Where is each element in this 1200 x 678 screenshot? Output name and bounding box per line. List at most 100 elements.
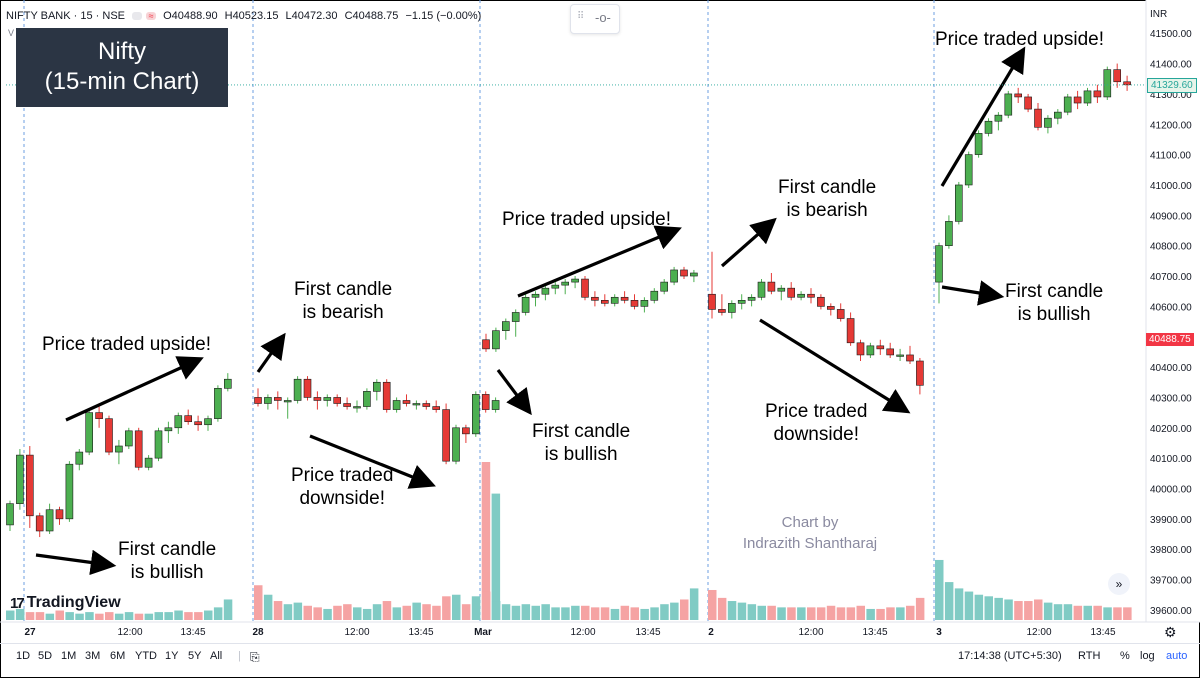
candle-body — [876, 345, 885, 350]
candle-body — [313, 397, 322, 401]
volume-bar — [45, 613, 55, 620]
candle-body — [718, 309, 726, 313]
candle-body — [353, 406, 361, 409]
candle-body — [1024, 96, 1032, 110]
candle-body — [1103, 69, 1112, 98]
time-tick-label: 27 — [24, 627, 36, 638]
volume-bar — [313, 607, 322, 620]
volume-bar — [432, 605, 441, 620]
timeframe-3m[interactable]: 3M — [85, 650, 101, 662]
volume-bar — [105, 612, 114, 620]
volume-bar — [422, 604, 431, 620]
auto-toggle[interactable]: auto — [1166, 650, 1188, 662]
volume-bar — [511, 605, 521, 620]
volume-bar — [581, 605, 590, 620]
timeframe-6m[interactable]: 6M — [110, 650, 126, 662]
volume-bar — [727, 601, 737, 620]
volume-bar — [600, 607, 610, 620]
candle-body — [610, 296, 619, 304]
drawing-toolbar[interactable]: ⠿ -o- — [570, 4, 620, 34]
candle-body — [954, 184, 963, 222]
candle-body — [412, 403, 421, 406]
candle-body — [817, 296, 825, 307]
scroll-to-realtime-button[interactable]: » — [1108, 573, 1130, 595]
candle-body — [787, 287, 796, 298]
marker-price-tag: 40488.75 — [1146, 333, 1194, 347]
volume-bar — [1024, 601, 1033, 620]
timeframe-all[interactable]: All — [210, 650, 223, 662]
timeframe-ytd[interactable]: YTD — [135, 650, 157, 662]
timeframe-1y[interactable]: 1Y — [165, 650, 179, 662]
candle-body — [462, 427, 470, 435]
symbol-name[interactable]: NIFTY BANK · 15 · NSE — [6, 10, 125, 22]
volume-bar — [521, 604, 531, 620]
title-line-1: Nifty — [98, 38, 146, 65]
candle-body — [896, 354, 904, 357]
volume-bar — [204, 610, 213, 620]
candle-body — [481, 394, 490, 410]
volume-bar — [531, 605, 540, 620]
price-tick-label: 41100.00 — [1150, 151, 1191, 162]
volume-bar — [1073, 605, 1083, 620]
candle-body — [144, 457, 153, 468]
volume-bar — [757, 605, 766, 620]
candles — [6, 63, 1131, 538]
log-toggle[interactable]: log — [1140, 650, 1155, 662]
volume-bar — [15, 608, 25, 620]
currency-label[interactable]: INR — [1150, 9, 1168, 20]
candle-body — [984, 120, 993, 134]
volume-bar — [75, 613, 84, 620]
indicator-pill-icon[interactable] — [132, 12, 143, 21]
candle-body — [581, 278, 589, 298]
candle-body — [115, 445, 123, 453]
line-tool-icon[interactable]: -o- — [595, 10, 611, 25]
volume-bar — [35, 612, 45, 620]
annotation-arrow-8 — [940, 46, 1026, 187]
volume-bar — [442, 596, 451, 620]
candle-body — [75, 451, 84, 465]
percent-toggle[interactable]: % — [1120, 650, 1130, 662]
candle-body — [797, 293, 805, 298]
time-tick-label: 13:45 — [180, 627, 205, 638]
volume-bar — [984, 596, 993, 620]
tradingview-logo[interactable]: 17 TradingView — [10, 594, 121, 612]
clock-readout[interactable]: 17:14:38 (UTC+5:30) — [958, 650, 1062, 662]
time-tick-label: 12:00 — [1026, 627, 1051, 638]
candle-body — [826, 306, 835, 310]
annotation-arrow-3 — [309, 434, 436, 489]
date-range-icon[interactable]: ⎘ — [250, 650, 260, 664]
timeframe-1m[interactable]: 1M — [61, 650, 77, 662]
compare-pill-icon[interactable]: ≈ — [146, 12, 157, 21]
volume-bar — [6, 610, 15, 620]
timeframe-5y[interactable]: 5Y — [188, 650, 202, 662]
volume-bar — [303, 605, 312, 620]
price-tick-label: 40000.00 — [1150, 484, 1192, 495]
volume-bar — [807, 607, 816, 620]
volume-bar — [223, 599, 233, 620]
candle-body — [807, 293, 815, 298]
volume-bar — [1034, 599, 1043, 620]
volume-bar — [935, 559, 944, 620]
candle-body — [125, 430, 133, 447]
drag-handle-icon[interactable]: ⠿ — [577, 11, 585, 22]
annotation-upside-2: Price traded upside! — [502, 209, 671, 230]
time-tick-label: 12:00 — [117, 627, 142, 638]
volume-bar — [856, 605, 865, 620]
price-tick-label: 40800.00 — [1150, 242, 1192, 253]
timeframe-1d[interactable]: 1D — [16, 650, 31, 662]
volume-bar — [343, 604, 352, 620]
symbol-header: NIFTY BANK · 15 · NSE ≈ O40488.90 H40523… — [6, 10, 485, 22]
candle-body — [511, 312, 520, 322]
volume-bar — [994, 597, 1003, 620]
volume-bar — [65, 612, 74, 620]
volume-bar — [836, 607, 846, 620]
candle-body — [471, 394, 480, 435]
timeframe-5d[interactable]: 5D — [38, 650, 53, 662]
annotation-arrow-1 — [35, 549, 117, 576]
volume-bar — [896, 607, 905, 620]
volume-bars — [6, 462, 1132, 620]
settings-gear-icon[interactable]: ⚙ — [1164, 624, 1177, 640]
title-line-2: (15-min Chart) — [44, 68, 200, 95]
session-toggle[interactable]: RTH — [1078, 650, 1101, 662]
